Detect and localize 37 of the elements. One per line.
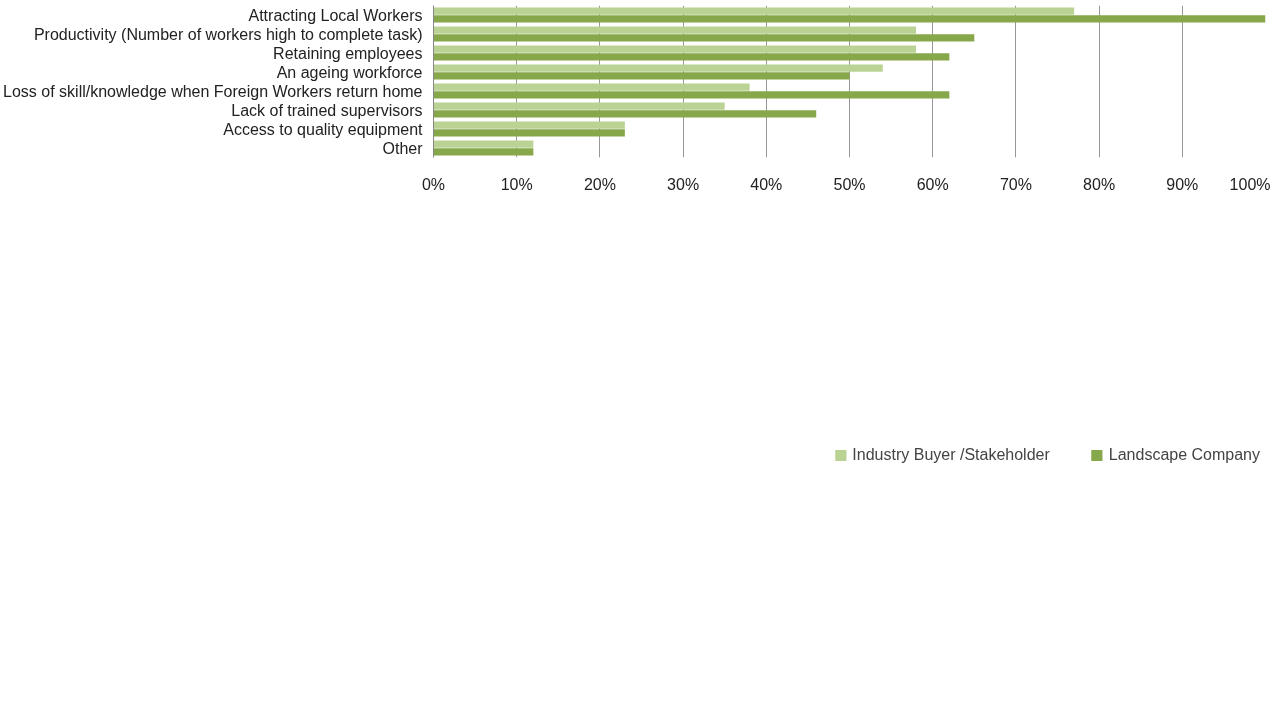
x-tick-label: 30%: [667, 175, 700, 193]
y-tick-label: An ageing workforce: [276, 63, 423, 81]
x-tick-label: 80%: [1083, 175, 1116, 193]
x-tick-label: 20%: [583, 175, 616, 193]
bar: [433, 121, 625, 129]
y-tick-label: Lack of trained supervisors: [231, 101, 423, 119]
x-tick-label: 60%: [916, 175, 949, 193]
bar: [433, 110, 817, 118]
y-tick-label: Loss of skill/knowledge when Foreign Workers return home: [3, 82, 423, 100]
bar: [433, 102, 725, 110]
y-tick-label: Attracting Local Workers: [248, 6, 423, 24]
legend-label: Landscape Company: [1108, 446, 1260, 464]
bar: [433, 140, 534, 148]
y-tick-label: Access to quality equipment: [223, 120, 424, 138]
bar: [433, 45, 917, 53]
x-tick-label: 90%: [1166, 175, 1199, 193]
x-tick-label: 70%: [999, 175, 1032, 193]
x-tick-label: 0%: [421, 175, 446, 193]
bar: [433, 148, 534, 156]
x-tick-label: 50%: [833, 175, 866, 193]
y-tick-label: Other: [382, 139, 424, 157]
bar: [433, 7, 1075, 15]
legend-label: Industry Buyer /Stakeholder: [852, 446, 1050, 464]
bar: [433, 53, 950, 61]
bar: [433, 34, 975, 42]
y-tick-label: Productivity (Number of workers high to complete task): [33, 25, 423, 43]
bar: [433, 83, 750, 91]
bar: [433, 129, 625, 137]
x-tick-label: 100%: [1229, 175, 1271, 193]
x-tick-label: 40%: [750, 175, 783, 193]
bar: [433, 64, 883, 72]
x-tick-label: 10%: [500, 175, 533, 193]
bar: [433, 91, 950, 99]
bar: [433, 72, 850, 80]
bar: [433, 15, 1266, 23]
bar: [433, 26, 917, 34]
y-tick-label: Retaining employees: [273, 44, 423, 62]
